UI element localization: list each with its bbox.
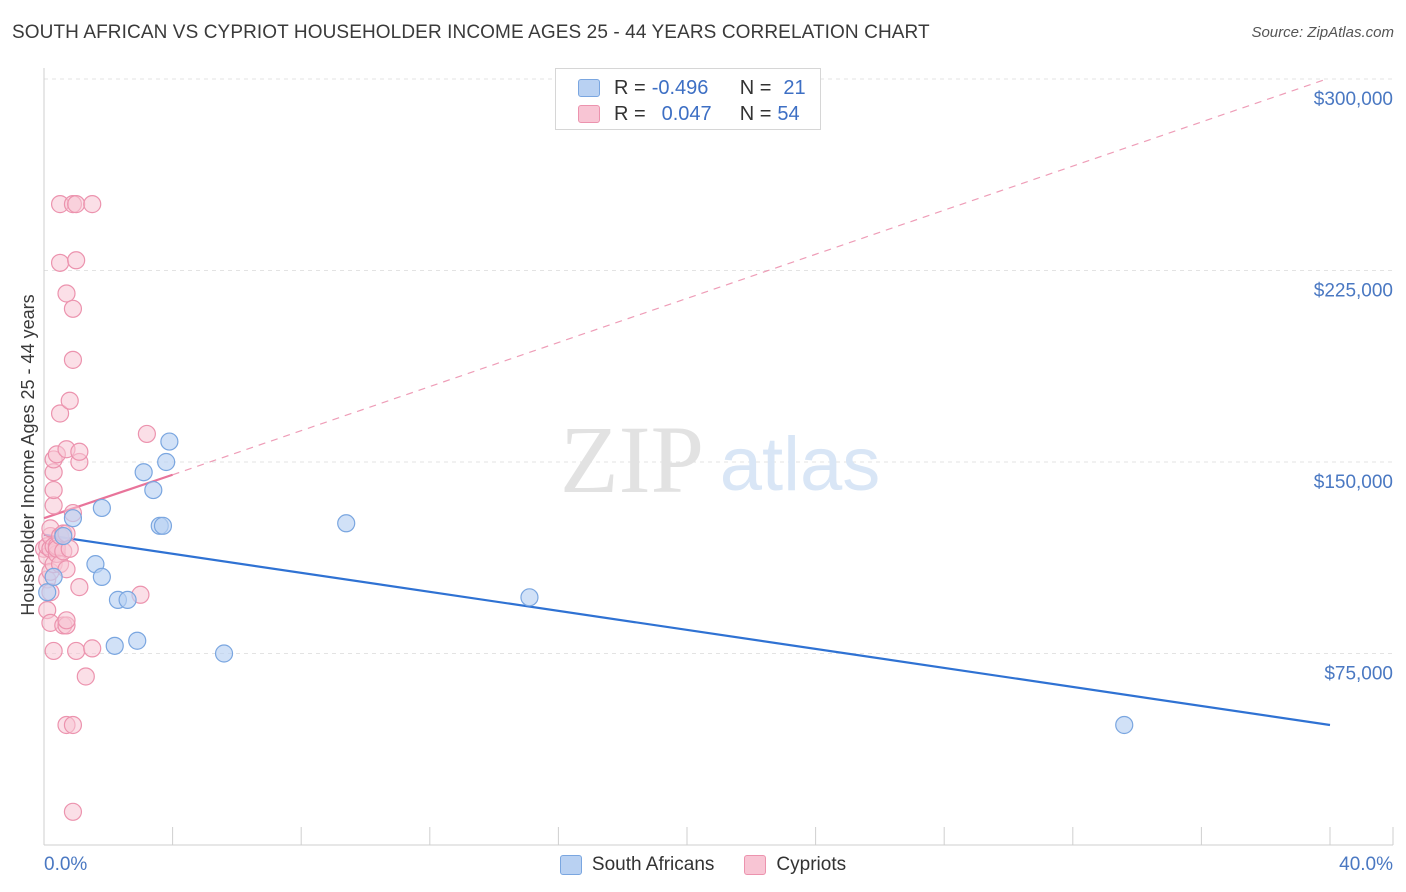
series-swatch-blue (559, 855, 582, 875)
legend-row-south-africans: R = -0.496 N = 21 (578, 76, 806, 100)
cypriots-point (44, 641, 63, 661)
cypriots-point (57, 284, 76, 303)
cypriots-point (63, 802, 83, 821)
south-africans-point (520, 588, 539, 607)
south-africans-point (153, 516, 173, 535)
legend-n-label: N = (739, 102, 772, 125)
cypriots-point (50, 253, 70, 272)
south-africans-point (144, 480, 163, 500)
south-africans-point (337, 514, 356, 533)
south-africans-point (44, 567, 63, 587)
south-africans-point (128, 631, 147, 650)
legend-r-label: R = (614, 102, 646, 125)
cypriots-point (63, 299, 83, 318)
cypriots-point (57, 611, 76, 630)
cypriots-point (76, 667, 95, 686)
legend-n-label: N = (739, 76, 772, 99)
y-tick-label: $75,000 (1324, 664, 1393, 685)
watermark-atlas: atlas (720, 422, 881, 507)
x-tick-label: 0.0% (44, 854, 87, 875)
series-legend: South Africans Cypriots (0, 852, 1406, 878)
trendlines (43, 78, 1331, 727)
cypriots-point (63, 350, 83, 369)
cypriots-point (67, 251, 86, 270)
series-legend-cypriots[interactable]: Cypriots (744, 854, 846, 876)
cypriots-point (44, 480, 63, 500)
south-africans-point (157, 452, 176, 472)
south-africans-point (214, 644, 234, 663)
source-label: Source: ZipAtlas.com (1251, 24, 1394, 41)
cypriots-point (83, 639, 102, 658)
y-tick-label: $150,000 (1314, 472, 1393, 493)
cypriots-point (70, 578, 89, 597)
legend-n-value: 21 (783, 76, 806, 99)
series-legend-label: South Africans (591, 854, 715, 875)
south-africans-point (1115, 715, 1134, 735)
axes (43, 68, 1394, 846)
gridlines (44, 78, 1393, 654)
south-africans-point (92, 498, 111, 518)
cypriots-point (83, 195, 102, 214)
cypriots-point (60, 391, 79, 410)
correlation-legend: R = -0.496 N = 21 R = 0.047 N = 54 (555, 68, 821, 130)
legend-swatch-pink (578, 105, 600, 123)
cypriots-trendline-dashed (172, 78, 1327, 476)
y-axis-label: Householder Income Ages 25 - 44 years (18, 294, 38, 615)
south-africans-point (54, 526, 73, 546)
cypriots-point (70, 442, 89, 461)
south-africans-point (134, 463, 153, 482)
x-tick-label: 40.0% (1339, 854, 1393, 875)
y-tick-label: $225,000 (1314, 281, 1393, 302)
cypriots-point (67, 641, 86, 661)
south-africans-point (63, 509, 83, 528)
cypriots-point (67, 195, 86, 214)
cypriots-point (44, 496, 63, 515)
south-africans-point (160, 432, 179, 451)
series-legend-label: Cypriots (776, 854, 847, 875)
cypriots-point (50, 404, 70, 423)
legend-swatch-blue (578, 79, 600, 97)
south-africans-point (118, 590, 137, 609)
series-swatch-pink (744, 855, 767, 875)
tick-labels: $75,000 $150,000 $225,000 $300,000 0.0% 40.0% (44, 89, 1393, 875)
south-africans-trendline (43, 533, 1331, 727)
cypriots-point (63, 715, 83, 735)
legend-r-value: 0.047 (661, 102, 712, 125)
south-africans-point (105, 636, 124, 655)
legend-n-value: 54 (777, 102, 800, 125)
series-legend-south-africans[interactable]: South Africans (559, 854, 715, 876)
watermark: ZIP atlas (560, 406, 880, 513)
south-africans-point (92, 567, 111, 587)
data-points (34, 195, 1134, 821)
legend-r-label: R = (614, 76, 646, 99)
legend-r-value: -0.496 (651, 76, 709, 99)
watermark-zip: ZIP (560, 406, 704, 513)
y-tick-label: $300,000 (1314, 89, 1393, 110)
south-africans-point (38, 583, 57, 602)
chart-title: SOUTH AFRICAN VS CYPRIOT HOUSEHOLDER INC… (12, 22, 930, 43)
cypriots-point (137, 424, 156, 444)
legend-row-cypriots: R = 0.047 N = 54 (578, 102, 800, 126)
